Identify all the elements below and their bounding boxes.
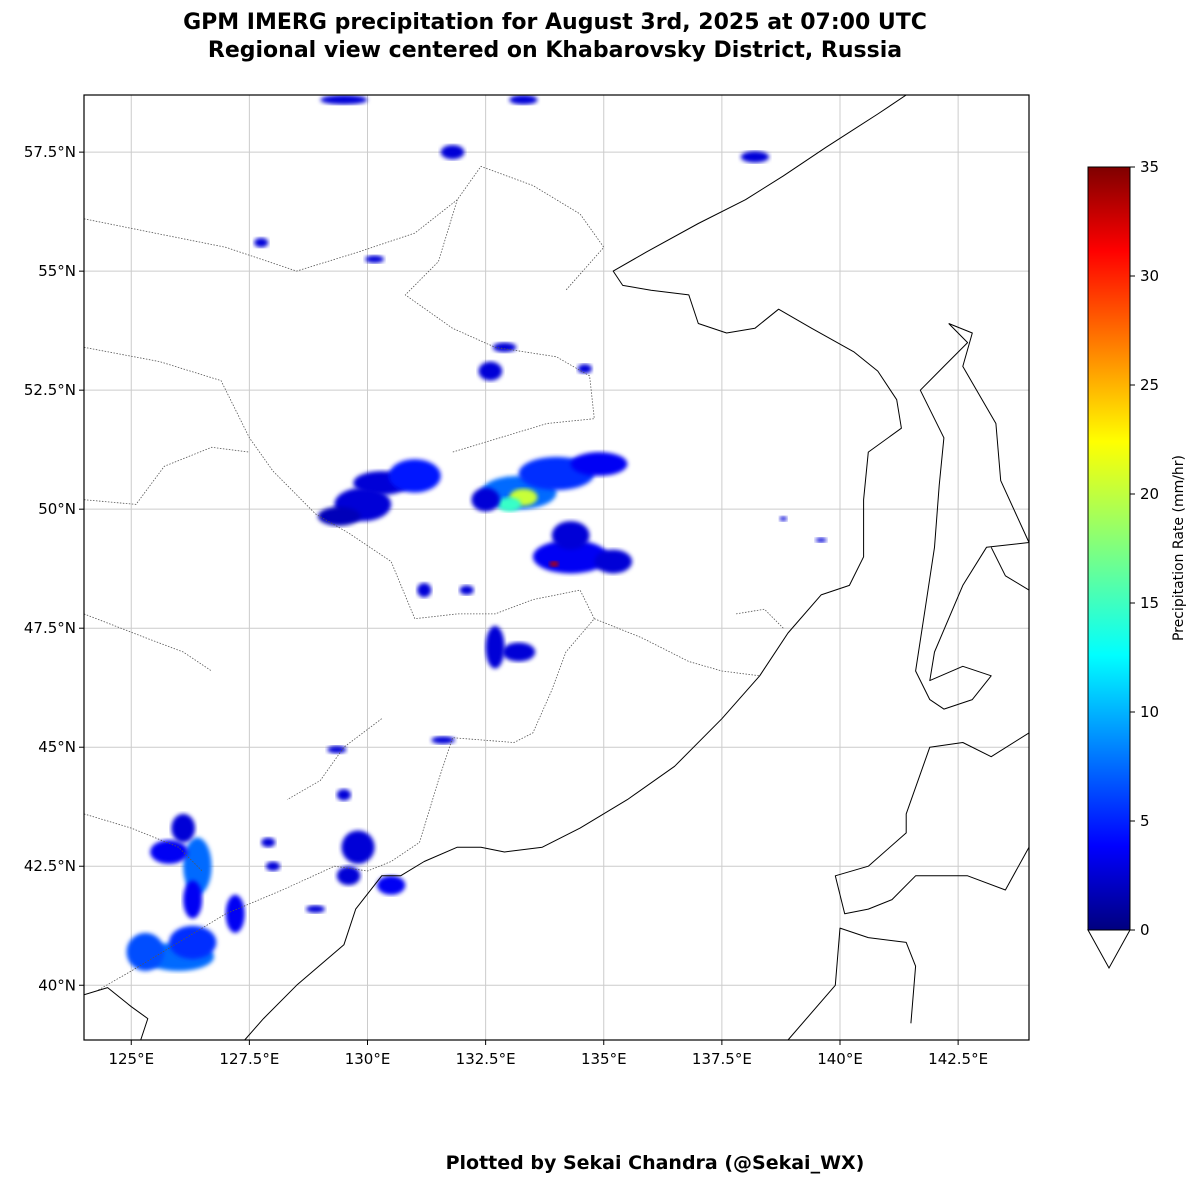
latitude-ticks: 40°N 42.5°N 45°N 47.5°N 50°N 52.5°N 55°N 57.5°N [24,143,84,994]
credit-text: Plotted by Sekai Chandra (@Sekai_WX) [445,1152,865,1174]
lon-tick-label: 140°E [817,1050,863,1068]
border-line-1 [84,165,605,291]
lon-tick-label: 127.5°E [219,1050,279,1068]
colorbar-tick-label: 25 [1140,376,1159,394]
border-line-7 [594,618,760,677]
precip-cell-39 [431,736,455,744]
lat-tick-label: 45°N [38,738,76,756]
colorbar-tick-label: 0 [1140,921,1150,939]
longitude-ticks: 125°E 127.5°E 130°E 132.5°E 135°E 137.5°E 140°… [108,1040,988,1068]
precip-cell-20 [577,363,592,374]
colorbar-gradient [1087,166,1131,931]
lon-tick-label: 137.5°E [692,1050,752,1068]
colorbar-tick-label: 5 [1140,812,1150,830]
precip-cell-45 [815,537,827,543]
precip-cell-14 [485,625,505,669]
precip-cell-19 [478,361,503,381]
precip-cell-22 [440,144,465,160]
lat-tick-label: 55°N [38,262,76,280]
precip-cell-40 [261,837,276,848]
precip-cell-25 [254,237,269,248]
lat-tick-label: 50°N [38,500,76,518]
borders-layer [84,165,784,991]
precip-cell-38 [327,745,347,754]
border-line-4 [84,613,212,672]
precip-cell-2 [388,459,441,493]
precip-cell-36 [336,866,361,886]
precip-cell-12 [594,549,633,574]
title-line-2: Regional view centered on Khabarovsky Di… [207,38,903,63]
precip-cell-29 [169,925,217,960]
coastline-4 [990,547,1029,591]
precip-cell-17 [459,585,474,595]
lat-tick-label: 57.5°N [24,143,76,161]
precip-cell-21 [320,95,368,105]
coastline-0 [84,987,149,1040]
colorbar-tick-label: 15 [1140,594,1159,612]
title-line-1: GPM IMERG precipitation for August 3rd, … [183,10,927,35]
precip-cell-37 [376,875,406,895]
precip-cell-24 [740,151,770,163]
colorbar-tick-label: 20 [1140,485,1159,503]
precip-cell-32 [150,840,188,864]
lon-tick-label: 130°E [345,1050,391,1068]
precip-cell-9 [471,487,500,512]
lat-tick-label: 40°N [38,976,76,994]
colorbar-ticks: 0 5 10 15 20 25 30 35 [1130,158,1159,939]
lat-tick-label: 52.5°N [24,381,76,399]
precip-cell-41 [336,789,351,801]
colorbar-label: Precipitation Rate (mm/hr) [1171,455,1187,641]
lon-tick-label: 135°E [581,1050,627,1068]
precip-cell-15 [502,642,536,662]
colorbar-tick-label: 10 [1140,703,1159,721]
map-frame [83,94,1030,1041]
precip-cell-26 [365,255,385,264]
precip-cell-34 [225,894,245,933]
border-line-8 [736,608,784,629]
precip-cell-33 [171,813,196,843]
precip-cell-43 [306,905,325,913]
coastline-3 [834,732,1029,915]
precip-cell-11 [551,521,590,550]
colorbar: 0 5 10 15 20 25 30 35 Precipitation Rate (mm/hr… [1087,158,1187,970]
colorbar-tick-label: 35 [1140,158,1159,176]
precip-cell-7 [497,497,522,512]
precip-cell-3 [317,506,361,526]
border-line-3 [84,446,250,505]
colorbar-extend-triangle [1087,929,1131,970]
border-line-5 [84,813,203,872]
precip-cell-23 [509,95,538,105]
lat-tick-label: 42.5°N [24,857,76,875]
precip-cell-28 [126,932,165,971]
precip-cell-31 [183,880,203,919]
precip-cell-44 [779,516,788,522]
precip-cell-13 [549,561,559,567]
colorbar-tick-label: 30 [1140,267,1159,285]
coastline-5 [787,927,917,1040]
precip-cell-16 [417,582,432,598]
lon-tick-label: 125°E [108,1050,154,1068]
coastline-1 [244,95,907,1040]
precipitation-layer [126,95,827,971]
coastline-2 [915,323,1029,710]
border-line-2 [404,199,595,453]
lon-tick-label: 132.5°E [456,1050,516,1068]
precip-cell-35 [341,830,375,864]
precip-cell-8 [570,452,628,476]
lon-tick-label: 142.5°E [928,1050,988,1068]
lat-tick-label: 47.5°N [24,619,76,637]
precip-cell-42 [265,861,281,871]
coastlines-layer [84,95,1029,1040]
